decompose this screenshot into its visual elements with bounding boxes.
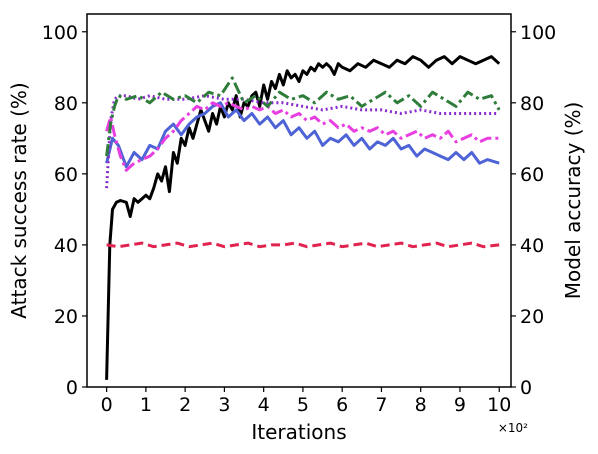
y-right-tick-label: 80	[520, 93, 544, 115]
y-left-tick-label: 0	[66, 377, 78, 399]
series-layer	[105, 55, 501, 380]
x-tick-label: 8	[415, 394, 427, 416]
series-line-6	[106, 241, 500, 249]
y-left-tick-label: 80	[54, 93, 78, 115]
x-tick-label: 5	[297, 394, 309, 416]
y-right-tick-label: 40	[520, 235, 544, 257]
x-axis-multiplier: ×10²	[498, 421, 528, 435]
y-left-tick-label: 40	[54, 235, 78, 257]
y-left-tick-label: 100	[42, 22, 78, 44]
series-line-2	[105, 101, 500, 169]
series-line-1	[105, 55, 501, 380]
series-line-4	[105, 94, 500, 189]
y-right-tick-label: 100	[520, 22, 556, 44]
x-tick-label: 3	[218, 394, 230, 416]
x-tick-label: 1	[140, 394, 152, 416]
y-left-tick-label: 20	[54, 306, 78, 328]
x-tick-label: 10	[487, 394, 511, 416]
x-tick-label: 2	[179, 394, 191, 416]
x-tick-label: 7	[375, 394, 387, 416]
x-tick-label: 0	[101, 394, 113, 416]
y-axis-right-title: Model accuracy (%)	[561, 102, 585, 300]
series-line-5	[105, 76, 501, 157]
series-line-3	[105, 101, 500, 172]
plot-frame	[86, 13, 512, 388]
x-axis-title: Iterations	[251, 420, 346, 444]
x-tick-label: 9	[454, 394, 466, 416]
y-right-tick-label: 20	[520, 306, 544, 328]
y-right-tick-label: 60	[520, 164, 544, 186]
y-left-tick-label: 60	[54, 164, 78, 186]
y-right-tick-label: 0	[520, 377, 532, 399]
y-axis-left-title: Attack success rate (%)	[7, 82, 31, 318]
x-tick-label: 6	[336, 394, 348, 416]
x-tick-label: 4	[258, 394, 270, 416]
